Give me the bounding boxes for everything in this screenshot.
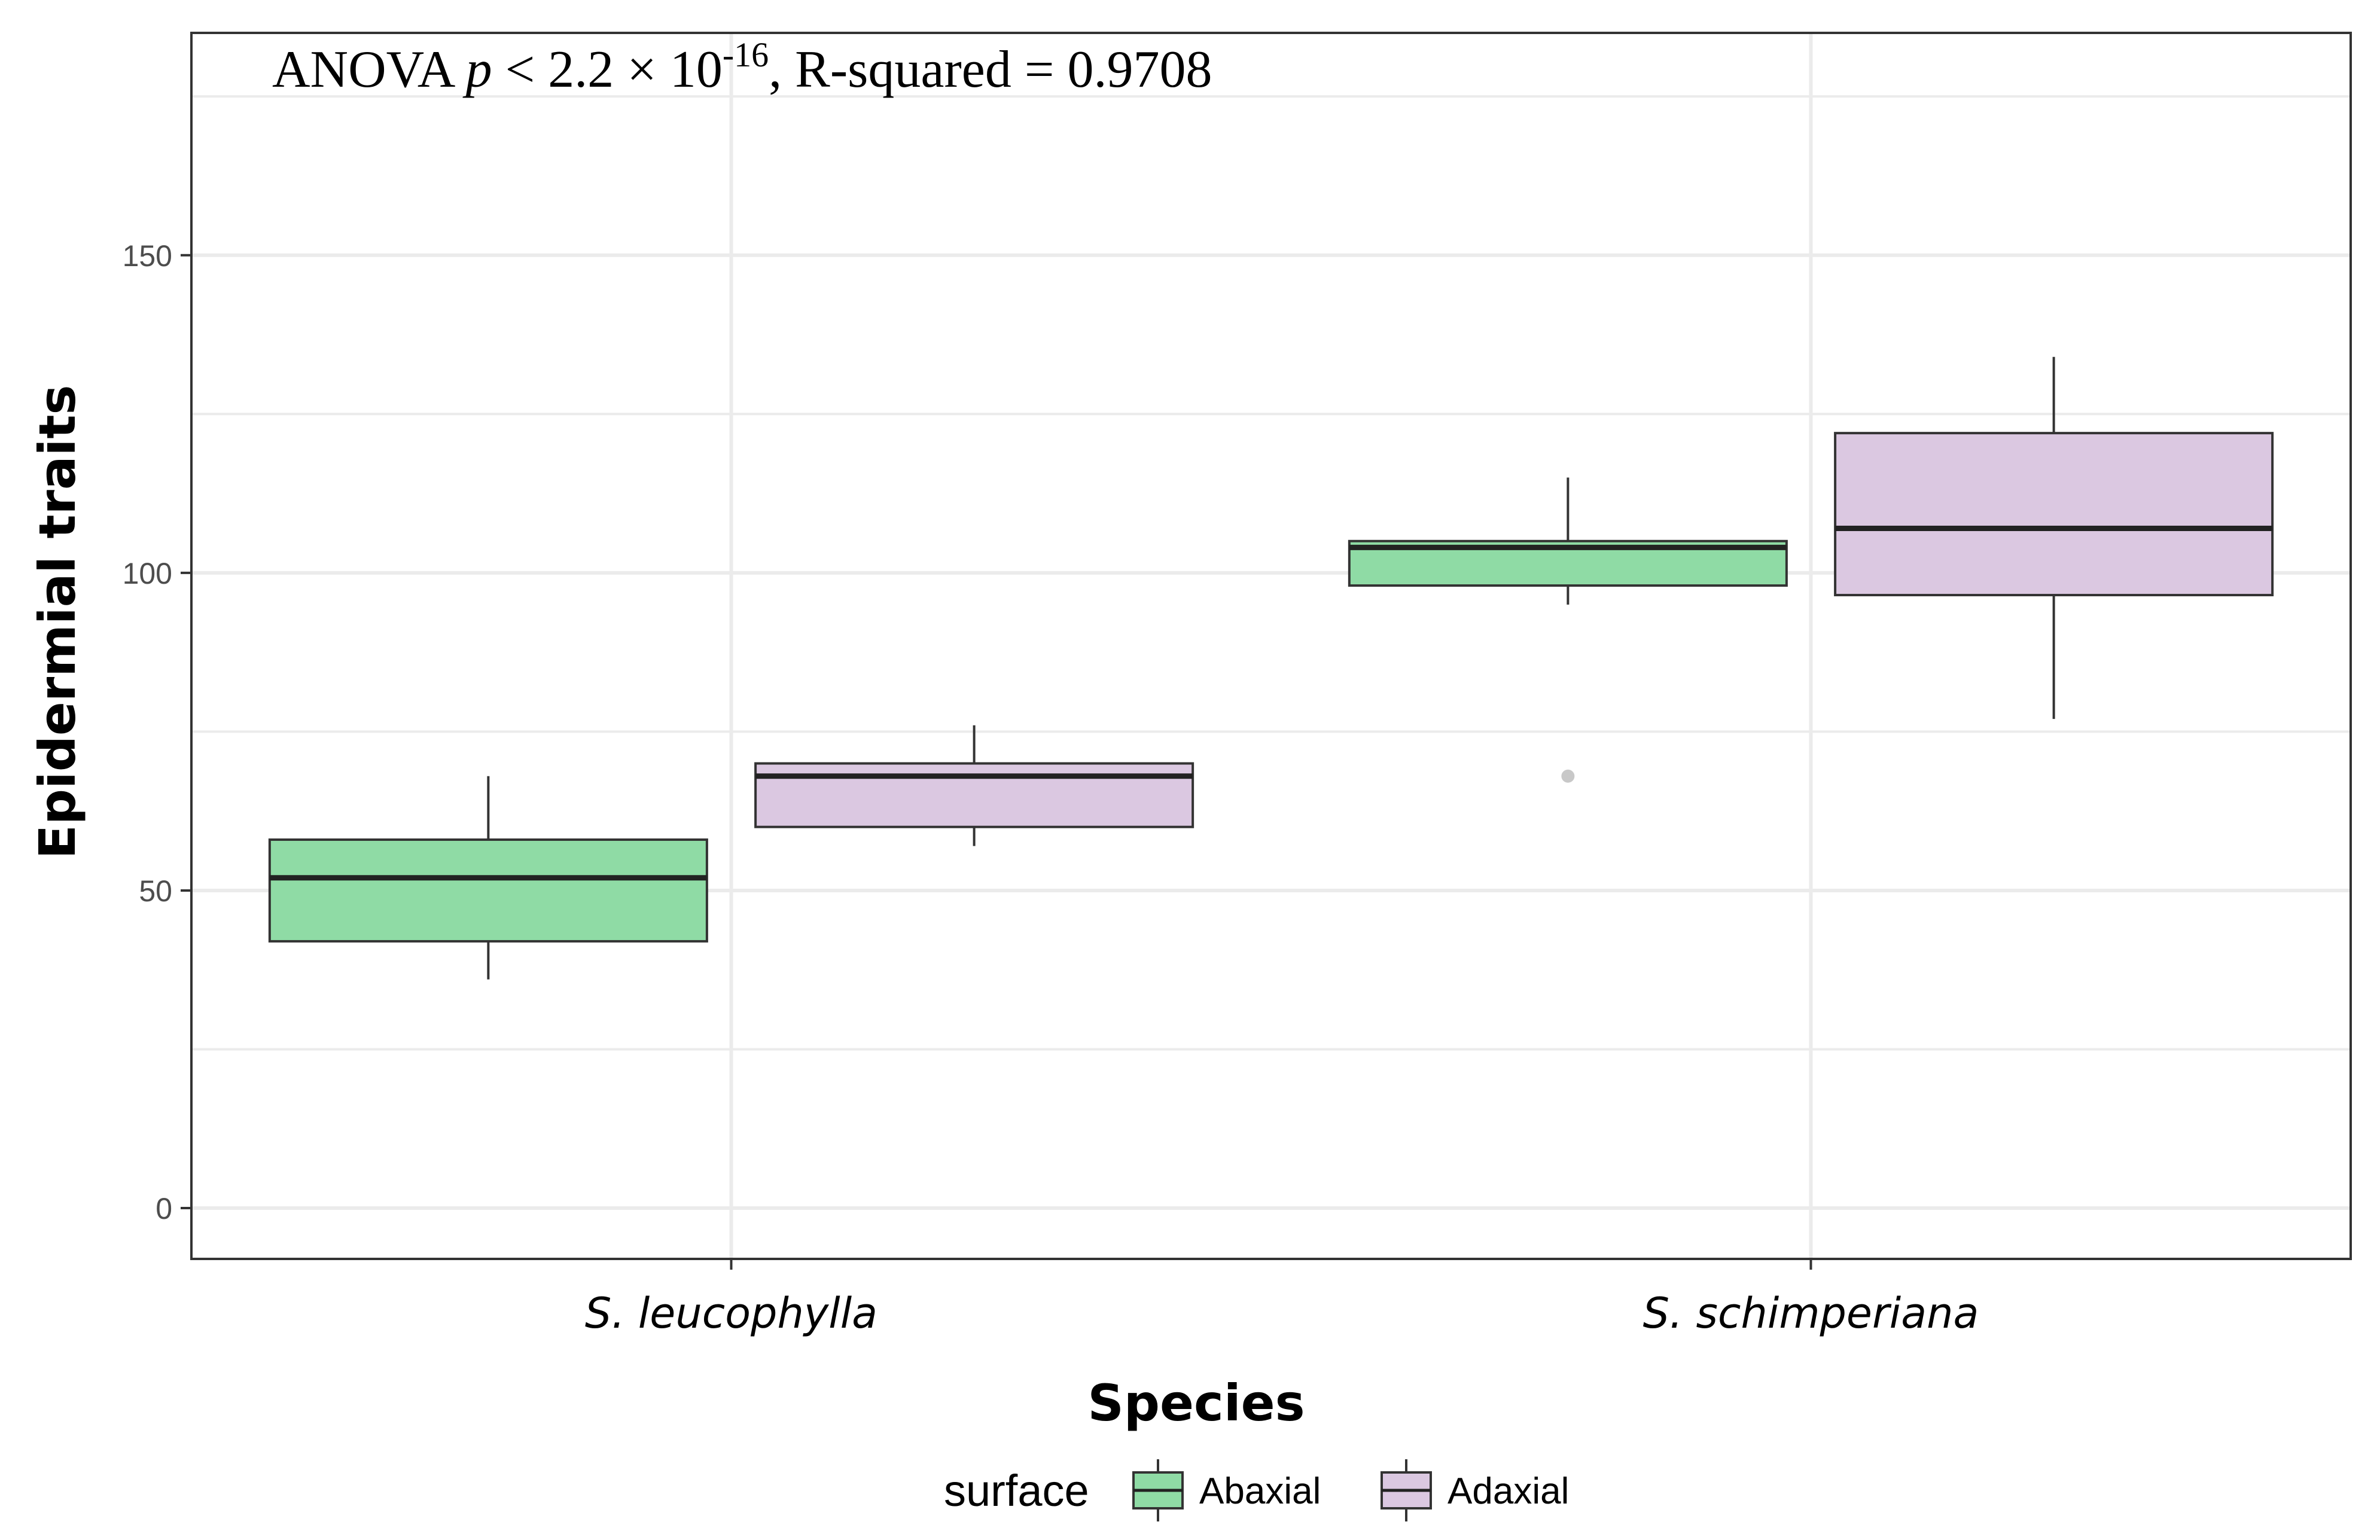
legend-label: Adaxial (1447, 1471, 1569, 1512)
legend-item-abaxial: Abaxial (1132, 1459, 1321, 1521)
legend: surface Abaxial Adaxial (944, 1459, 1569, 1521)
box-body (268, 838, 708, 943)
y-tick-label: 0 (156, 1192, 172, 1225)
plot-panel-border (190, 32, 2352, 1260)
box-adaxial (754, 725, 1194, 846)
box-abaxial (268, 776, 708, 980)
legend-label: Abaxial (1199, 1471, 1321, 1512)
outlier-point (1561, 769, 1575, 783)
x-axis-title: Species (1087, 1374, 1305, 1432)
x-tick-label: S. schimperiana (1643, 1289, 1979, 1338)
box-body (754, 762, 1194, 828)
box-adaxial (1834, 356, 2274, 719)
y-axis: 0 50 100 150 (123, 239, 191, 1225)
box-abaxial (1348, 477, 1788, 783)
y-tick-label: 50 (139, 874, 172, 908)
box-body (1834, 432, 2274, 597)
y-tick-label: 150 (123, 239, 172, 273)
y-axis-title: Epidermial traits (28, 385, 87, 859)
x-tick-label: S. leucophylla (585, 1289, 877, 1338)
y-tick-label: 100 (123, 557, 172, 590)
legend-item-adaxial: Adaxial (1381, 1459, 1569, 1521)
x-axis: S. leucophylla S. schimperiana (585, 1259, 1979, 1338)
legend-title: surface (944, 1466, 1089, 1515)
anova-annotation: ANOVA p < 2.2 × 10-16, R-squared = 0.970… (272, 35, 1212, 99)
boxes-layer (268, 356, 2274, 980)
